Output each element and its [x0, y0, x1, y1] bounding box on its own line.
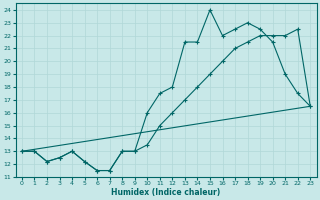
X-axis label: Humidex (Indice chaleur): Humidex (Indice chaleur) [111, 188, 221, 197]
